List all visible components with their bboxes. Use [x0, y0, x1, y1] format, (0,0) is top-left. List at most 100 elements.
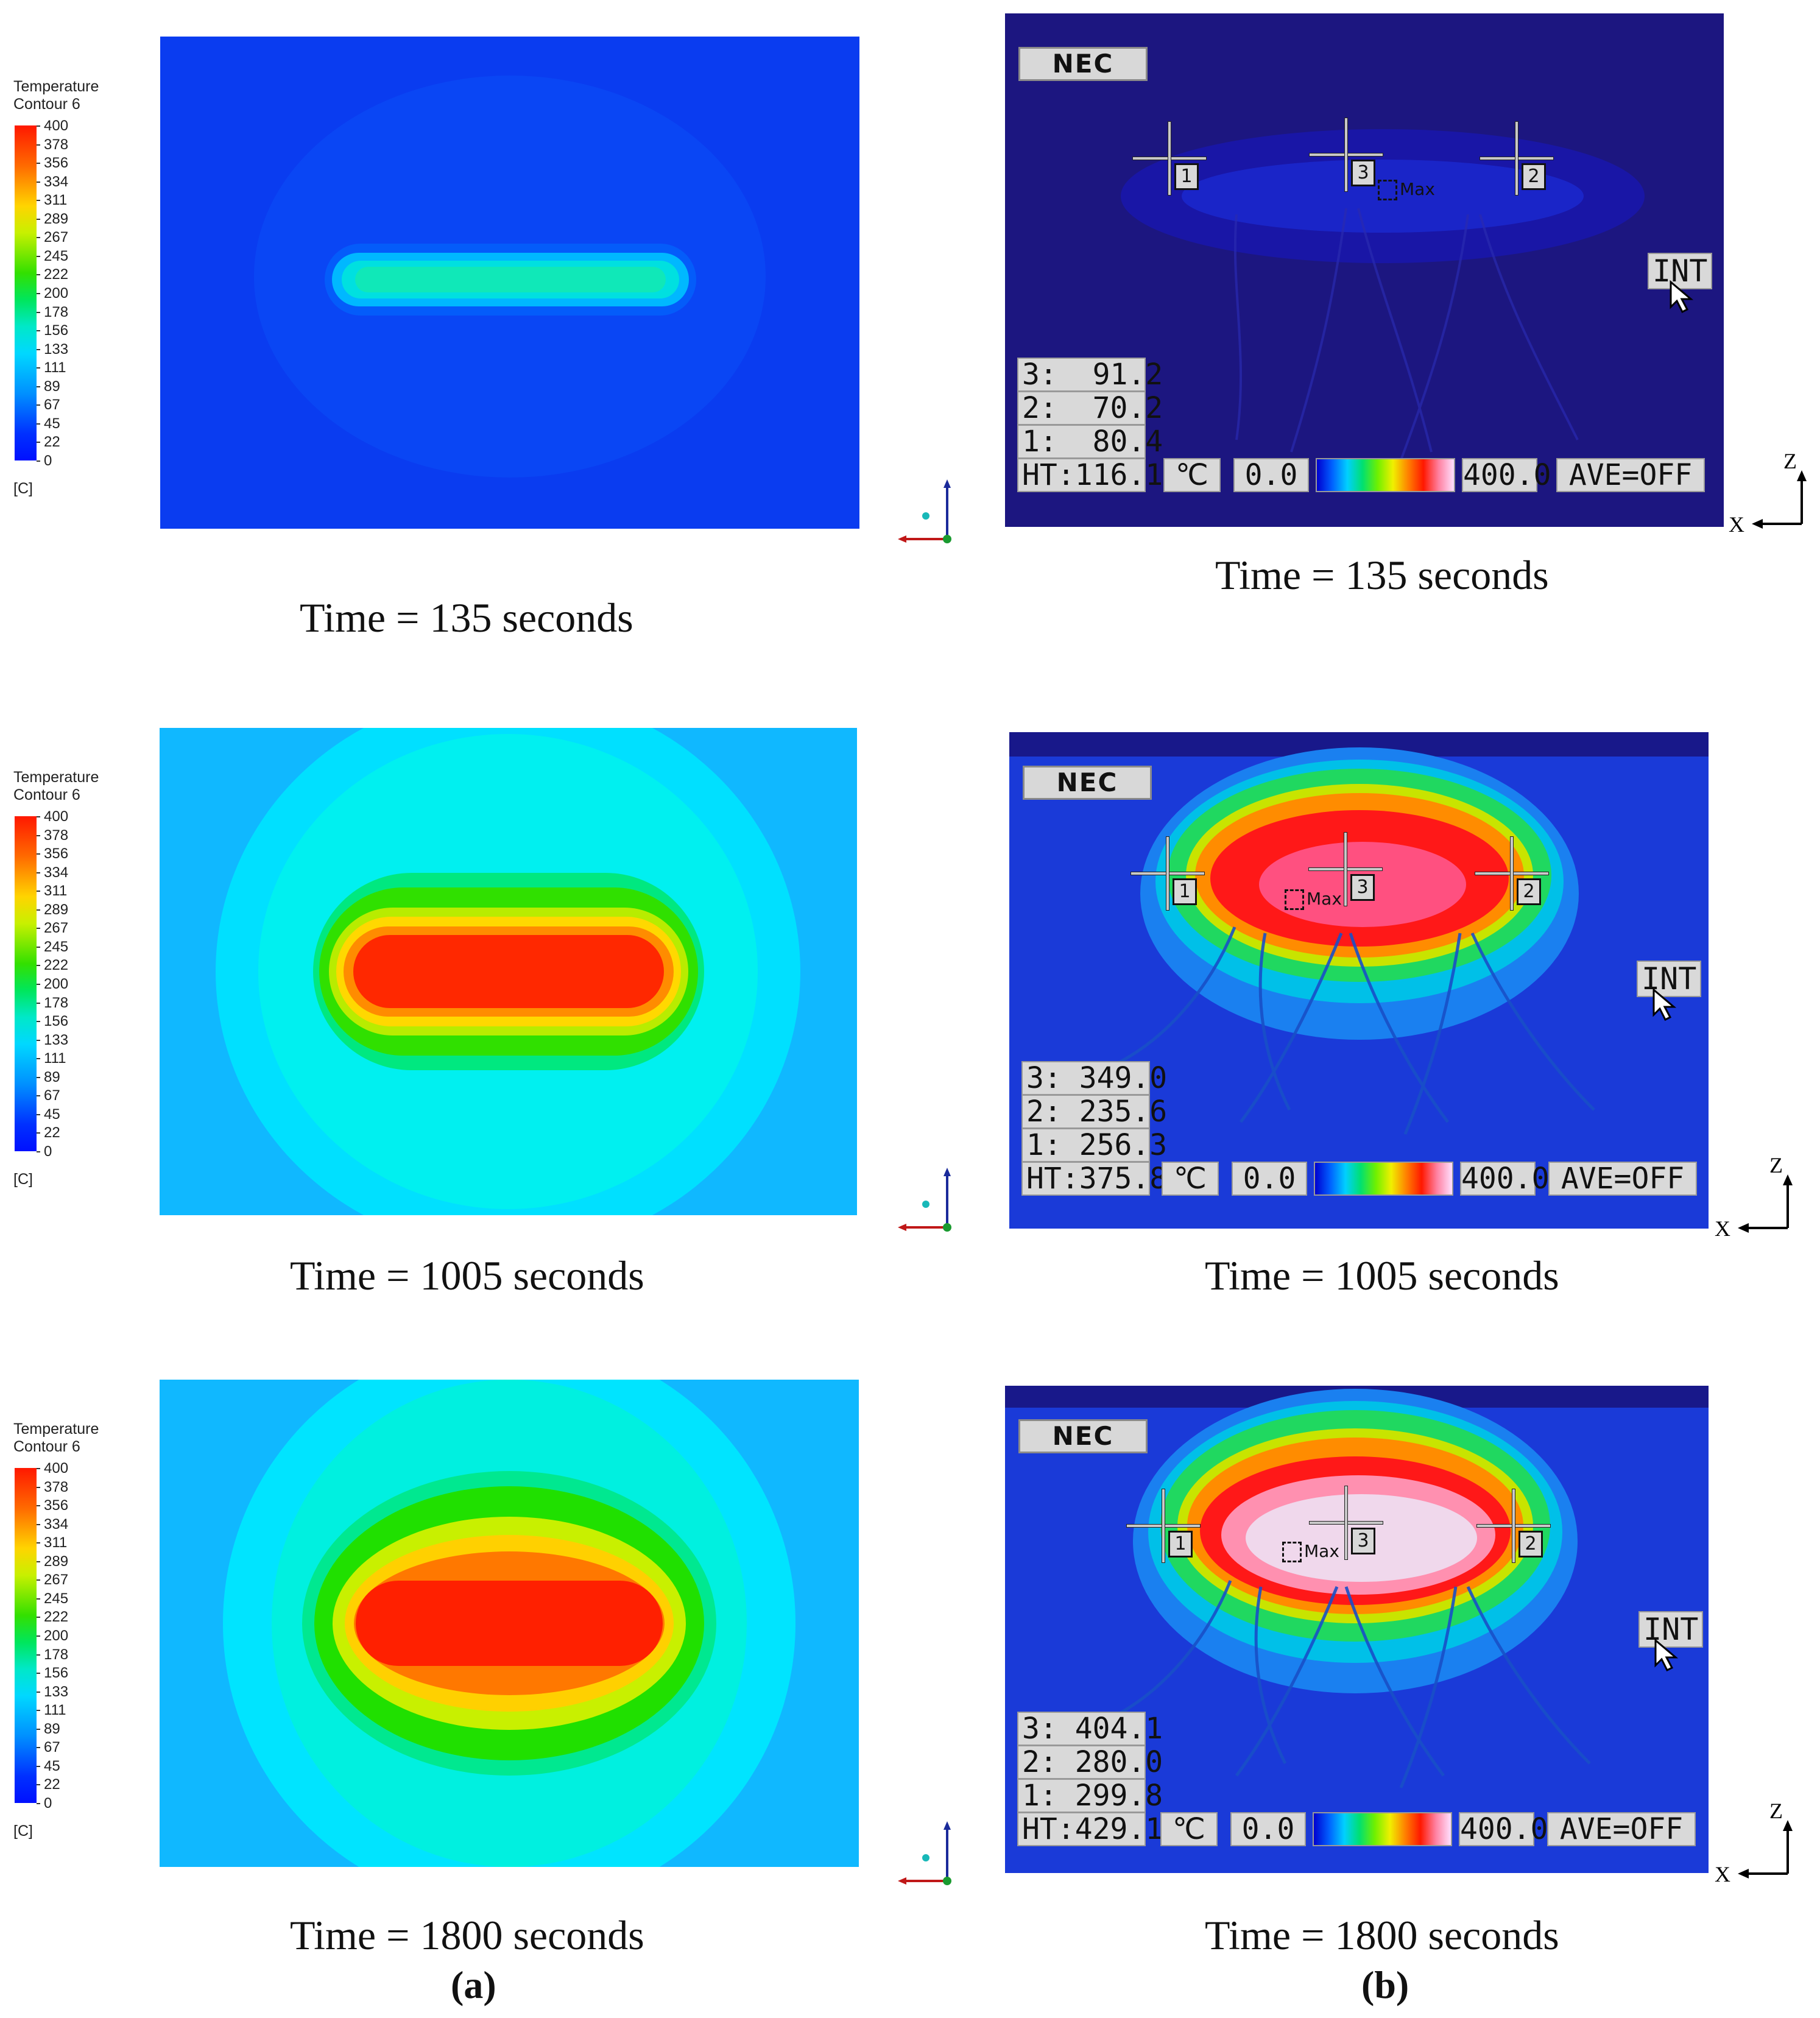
unit-button: ℃ — [1162, 1162, 1219, 1196]
legend-tick-label: 0 — [44, 1795, 52, 1812]
legend-tick-mark — [37, 1691, 40, 1693]
legend-tick-label: 67 — [44, 1739, 60, 1756]
legend-tick-mark — [37, 1784, 40, 1786]
legend-tick-label: 311 — [44, 192, 68, 209]
legend-tick-mark — [37, 423, 40, 425]
simulation-contour-135s — [160, 37, 859, 529]
cursor-icon — [1654, 1639, 1678, 1672]
legend-tick-mark — [37, 1542, 40, 1544]
legend-tick-label: 89 — [44, 378, 60, 395]
legend-tick-label: 45 — [44, 1106, 60, 1123]
measurement-marker-1: 1 — [1131, 837, 1204, 910]
thermal-scale-bar — [1316, 458, 1455, 492]
legend-tick-label: 267 — [44, 920, 69, 937]
legend-tick-mark — [37, 1598, 40, 1600]
legend-tick-label: 111 — [44, 359, 66, 376]
measurement-marker-3: 3 — [1310, 1486, 1383, 1559]
cursor-icon — [1652, 988, 1676, 1021]
scale-max: 400.0 — [1462, 458, 1551, 492]
legend-tick-mark — [37, 1803, 40, 1804]
legend-tick-label: 89 — [44, 1720, 60, 1737]
legend-tick-label: 378 — [44, 1478, 69, 1495]
legend-tick-label: 289 — [44, 1553, 69, 1570]
legend-tick-label: 356 — [44, 1497, 69, 1514]
legend-tick-label: 45 — [44, 415, 60, 432]
average-status: AVE=OFF — [1548, 1162, 1697, 1196]
reading-point-3: 3: 404.1 — [1017, 1712, 1163, 1746]
legend-tick-label: 289 — [44, 210, 69, 227]
part-label-a: (a) — [451, 1963, 496, 2006]
coordinate-triad — [895, 1814, 956, 1893]
camera-brand-label: NEC — [1018, 47, 1148, 81]
legend-tick-mark — [37, 181, 40, 183]
legend-tick-label: 89 — [44, 1068, 60, 1085]
legend-tick-mark — [37, 1617, 40, 1618]
sim-time-caption: Time = 1800 seconds — [290, 1912, 644, 1958]
camera-brand-label: NEC — [1023, 766, 1152, 800]
legend-tick-mark — [37, 460, 40, 462]
sim-time-caption: Time = 135 seconds — [300, 594, 633, 641]
reading-point-2: 2: 280.0 — [1017, 1745, 1163, 1779]
legend-tick-label: 45 — [44, 1757, 60, 1774]
legend-unit: [C] — [13, 480, 33, 497]
legend-colorbar — [15, 125, 37, 460]
legend-tick-mark — [37, 255, 40, 257]
legend-tick-mark — [37, 1132, 40, 1134]
legend-tick-label: 222 — [44, 266, 69, 283]
legend-tick-mark — [37, 1710, 40, 1712]
max-point-marker: Max — [1378, 179, 1435, 200]
legend-tick-mark — [37, 891, 40, 892]
reading-point-2: 2: 70.2 — [1017, 391, 1163, 425]
legend-tick-mark — [37, 984, 40, 985]
legend-tick-mark — [37, 1728, 40, 1730]
legend-title: Temperature Contour 6 — [13, 769, 99, 803]
legend-tick-mark — [37, 1468, 40, 1469]
legend-tick-mark — [37, 1523, 40, 1525]
legend-tick-label: 378 — [44, 827, 69, 844]
xz-axes-indicator: Z X — [1715, 1799, 1800, 1886]
cursor-icon — [1670, 280, 1693, 314]
thermal-scale-bar — [1313, 1812, 1452, 1846]
camera-brand-label: NEC — [1018, 1419, 1148, 1453]
legend-tick-mark — [37, 816, 40, 817]
legend-tick-mark — [37, 237, 40, 239]
reading-ht: HT:116.1 — [1017, 458, 1163, 492]
legend-tick-mark — [37, 1654, 40, 1656]
legend-tick-label: 156 — [44, 1013, 69, 1030]
legend-tick-label: 22 — [44, 434, 60, 451]
legend-tick-label: 200 — [44, 1628, 69, 1644]
legend-tick-mark — [37, 274, 40, 276]
legend-tick-mark — [37, 965, 40, 967]
legend-tick-label: 222 — [44, 957, 69, 974]
part-label-b: (b) — [1361, 1963, 1409, 2006]
reading-point-1: 1: 299.8 — [1017, 1779, 1163, 1813]
legend-tick-mark — [37, 1076, 40, 1078]
legend-tick-mark — [37, 1151, 40, 1152]
legend-tick-mark — [37, 1002, 40, 1004]
reading-point-3: 3: 349.0 — [1021, 1061, 1167, 1095]
legend-tick-mark — [37, 1561, 40, 1562]
legend-tick-mark — [37, 872, 40, 873]
scale-min: 0.0 — [1230, 1812, 1306, 1846]
legend-tick-label: 334 — [44, 864, 69, 881]
reading-ht: HT:375.8 — [1021, 1162, 1167, 1196]
measurement-marker-1: 1 — [1133, 122, 1206, 195]
legend-unit: [C] — [13, 1822, 33, 1840]
legend-tick-label: 400 — [44, 808, 69, 825]
thermal-scale-bar — [1314, 1162, 1453, 1196]
legend-tick-mark — [37, 125, 40, 127]
legend-tick-mark — [37, 1505, 40, 1507]
reading-point-1: 1: 256.3 — [1021, 1128, 1167, 1162]
int-mode-label: INT — [1638, 1611, 1704, 1648]
legend-tick-label: 334 — [44, 1515, 69, 1533]
legend-tick-label: 178 — [44, 994, 69, 1011]
xz-axes-indicator: Z X — [1729, 449, 1814, 537]
legend-tick-mark — [37, 1673, 40, 1674]
legend-tick-label: 311 — [44, 1534, 68, 1551]
legend-tick-label: 22 — [44, 1776, 60, 1793]
thermal-camera-frame-1800s: NEC 1 3 Max 2 INT 3: 404.1 2: 280.0 1: 2… — [1005, 1386, 1709, 1873]
sim-time-caption: Time = 1005 seconds — [290, 1252, 644, 1299]
legend-tick-mark — [37, 348, 40, 350]
scale-min: 0.0 — [1233, 458, 1309, 492]
legend-tick-label: 378 — [44, 136, 69, 153]
